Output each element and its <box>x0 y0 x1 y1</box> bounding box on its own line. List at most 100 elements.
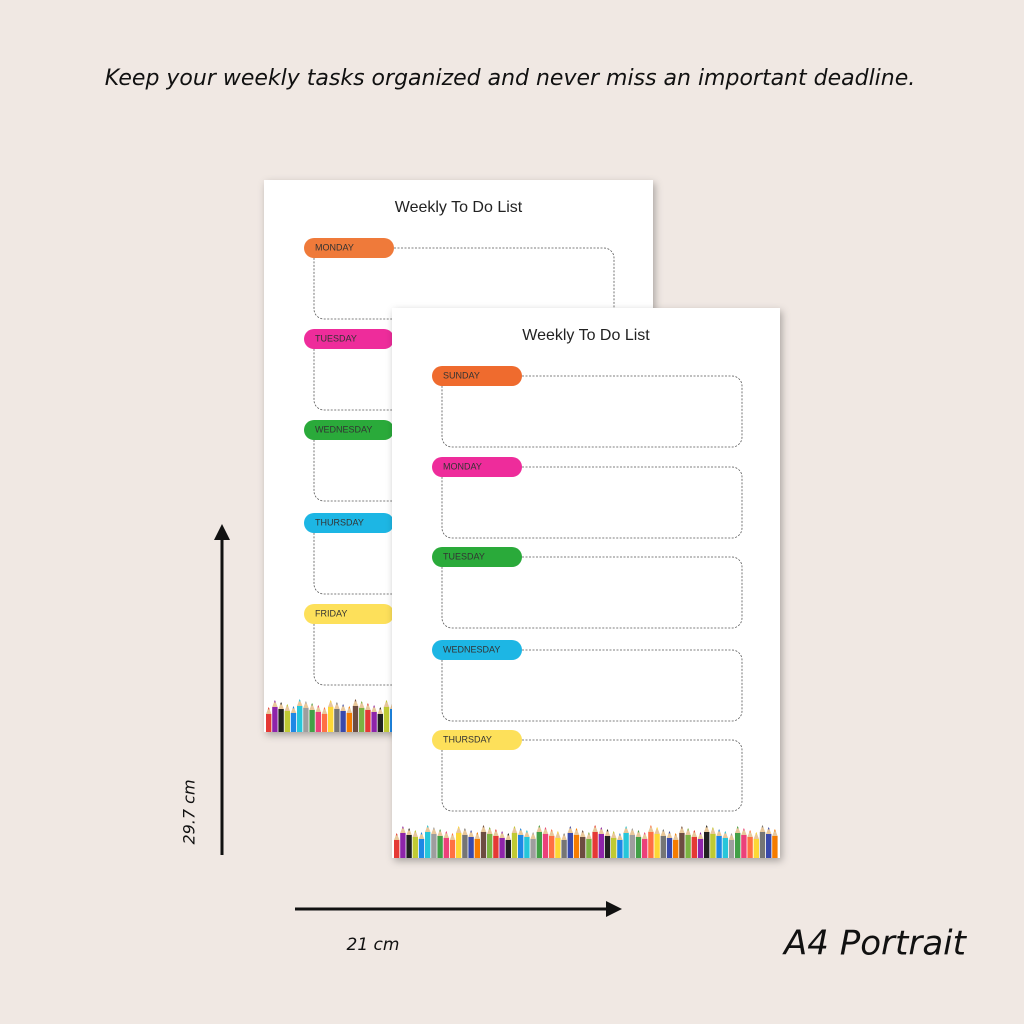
pencil-lead <box>513 826 516 829</box>
pencil-tip <box>400 826 406 833</box>
pencil-tip <box>536 825 542 832</box>
pencil-tip <box>321 707 328 714</box>
pencil-tip <box>567 826 573 833</box>
pencil-tip <box>359 701 365 708</box>
pencil <box>328 707 334 732</box>
pencil-tip <box>480 825 487 832</box>
pages: Weekly To Do List MONDAY TUESDAY WEDNESDAY T… <box>264 180 780 858</box>
pencil <box>518 835 524 858</box>
pencil-tip <box>648 825 654 832</box>
pencil-tip <box>586 832 592 839</box>
pencil-lead <box>761 825 764 828</box>
pencil <box>722 838 728 858</box>
height-label: 29.7 cm <box>180 779 199 844</box>
pencil-lead <box>451 833 454 836</box>
pencil-lead <box>712 827 714 830</box>
pencil <box>679 833 685 858</box>
pencil <box>359 708 365 732</box>
pencil <box>284 711 290 732</box>
pencil-tip <box>722 831 728 838</box>
pencil <box>487 834 493 858</box>
width-label: 21 cm <box>347 935 400 955</box>
pencil <box>685 835 691 858</box>
pencil <box>629 835 635 858</box>
pencil <box>673 840 679 858</box>
pencil-lead <box>532 832 534 835</box>
pencil-lead <box>743 828 745 831</box>
pencil <box>666 838 673 858</box>
pencil-lead <box>267 707 270 710</box>
pencil-lead <box>373 705 375 708</box>
pencil-lead <box>730 833 733 836</box>
pencil-lead <box>643 832 646 835</box>
pencil <box>555 838 561 858</box>
pencil-lead <box>482 825 485 828</box>
pencil-tip <box>406 828 412 835</box>
pencil <box>530 839 536 858</box>
pencil <box>449 840 456 858</box>
day-pill <box>304 513 394 533</box>
pencil-lead <box>594 825 596 828</box>
pencil <box>346 713 352 732</box>
pencil-lead <box>588 832 590 835</box>
arrow-head <box>606 901 622 917</box>
pencil-tip <box>443 831 449 838</box>
pencil-tip <box>340 704 346 711</box>
pencil <box>611 838 617 858</box>
pencil-tip <box>580 830 586 837</box>
pencil <box>586 839 592 858</box>
pencil-tip <box>437 829 443 836</box>
pencil-lead <box>317 705 320 708</box>
pencil <box>766 834 772 858</box>
pencil-tip <box>555 831 561 838</box>
pencil-lead <box>433 827 435 830</box>
pencil-lead <box>495 829 497 832</box>
pencil-lead <box>674 833 677 836</box>
pencil <box>352 706 359 732</box>
pencil-lead <box>749 830 751 833</box>
pencil-lead <box>311 703 313 706</box>
pencil-lead <box>395 833 398 836</box>
pencil <box>297 706 303 732</box>
pencil-tip <box>449 833 456 840</box>
pencil-lead <box>724 831 727 834</box>
pencil <box>549 836 555 858</box>
pencil-tip <box>666 831 673 838</box>
pencil <box>321 714 328 732</box>
pencil-tip <box>741 828 747 835</box>
pencil-tip <box>549 829 555 836</box>
pencil <box>371 712 377 732</box>
pencil-lead <box>402 826 404 829</box>
pencil-lead <box>687 828 689 831</box>
pencil <box>561 840 567 858</box>
pencil-lead <box>476 832 479 835</box>
pencil-tip <box>642 832 648 839</box>
pencil-tip <box>673 833 679 840</box>
pencil-lead <box>767 827 770 830</box>
pencil <box>278 709 284 732</box>
pencil <box>573 835 580 858</box>
pencil <box>617 840 623 858</box>
pencil-lead <box>348 706 351 709</box>
pencil <box>536 832 542 858</box>
pencil-tip <box>474 832 480 839</box>
pencil-tip <box>328 700 334 707</box>
pencil <box>406 835 412 858</box>
pencil-lead <box>336 702 338 705</box>
pencil-tip <box>660 829 666 836</box>
pencil-lead <box>619 833 621 836</box>
pencil-tip <box>697 832 704 839</box>
pencil-lead <box>280 702 282 705</box>
pencil-tip <box>573 828 580 835</box>
pencil <box>334 709 340 732</box>
pencil-lead <box>526 830 528 833</box>
pencil <box>648 832 654 858</box>
pencil-lead <box>557 831 559 834</box>
pencil-tip <box>371 705 377 712</box>
pencil-lead <box>699 832 702 835</box>
pencil-lead <box>774 829 776 832</box>
task-box <box>441 375 743 448</box>
pencil-lead <box>408 828 410 831</box>
pencil-lead <box>385 700 388 703</box>
